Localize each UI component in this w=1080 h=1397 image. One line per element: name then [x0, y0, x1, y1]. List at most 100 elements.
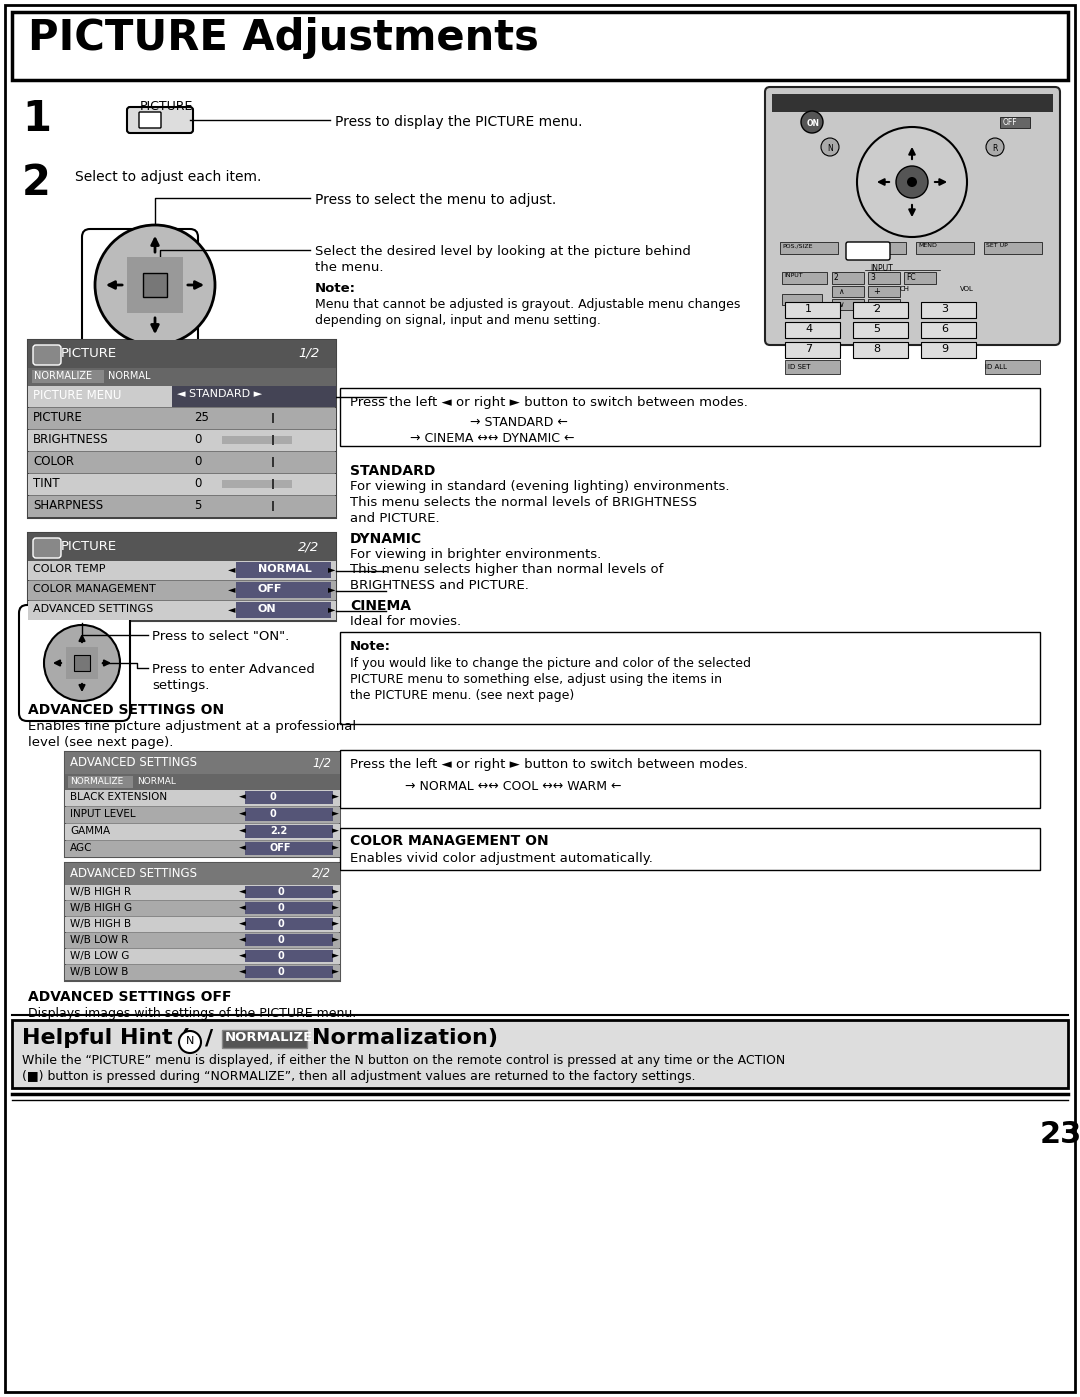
Text: 8: 8: [873, 344, 880, 353]
Text: W/B HIGH R: W/B HIGH R: [70, 887, 131, 897]
Text: 0: 0: [194, 476, 201, 490]
Text: -: -: [873, 300, 877, 310]
Bar: [245, 902, 333, 914]
Text: COLOR TEMP: COLOR TEMP: [33, 564, 106, 574]
Bar: [28, 534, 336, 622]
Bar: [222, 1030, 307, 1048]
Text: ADVANCED SETTINGS: ADVANCED SETTINGS: [33, 604, 153, 615]
Text: COLOR MANAGEMENT: COLOR MANAGEMENT: [33, 584, 156, 594]
Text: W/B HIGH G: W/B HIGH G: [70, 902, 132, 914]
Text: NORMALIZE: NORMALIZE: [225, 1031, 313, 1044]
Bar: [68, 775, 133, 788]
Text: Helpful Hint (: Helpful Hint (: [22, 1028, 191, 1048]
Text: +: +: [873, 286, 880, 296]
Bar: [222, 436, 292, 444]
Text: (■) button is pressed during “NORMALIZE”, then all adjustment values are returne: (■) button is pressed during “NORMALIZE”…: [22, 1070, 696, 1083]
Text: NORMALIZE: NORMALIZE: [70, 777, 123, 787]
Text: ◄: ◄: [239, 935, 246, 944]
Bar: [65, 841, 340, 856]
Text: OFF: OFF: [258, 584, 282, 594]
Text: ON: ON: [258, 604, 276, 615]
FancyBboxPatch shape: [33, 345, 60, 365]
Bar: [65, 965, 340, 981]
Text: 2.2: 2.2: [270, 826, 287, 835]
Text: NORMALIZE: NORMALIZE: [33, 372, 92, 381]
Text: 1/2: 1/2: [312, 756, 330, 768]
Text: Displays images with settings of the PICTURE menu.: Displays images with settings of the PIC…: [28, 1007, 356, 1020]
Bar: [245, 886, 333, 898]
Bar: [853, 321, 908, 338]
Text: FC: FC: [906, 272, 916, 282]
Bar: [65, 863, 340, 886]
Bar: [65, 933, 340, 949]
Text: PICTURE: PICTURE: [140, 101, 193, 113]
Text: W/B LOW B: W/B LOW B: [70, 967, 129, 977]
Bar: [237, 602, 330, 617]
Bar: [245, 791, 333, 805]
Text: ►: ►: [332, 951, 339, 960]
Bar: [222, 414, 292, 422]
Circle shape: [986, 138, 1004, 156]
Bar: [143, 272, 167, 298]
Text: 0: 0: [194, 433, 201, 446]
Bar: [66, 647, 98, 679]
Bar: [785, 302, 840, 319]
Text: ADVANCED SETTINGS OFF: ADVANCED SETTINGS OFF: [28, 990, 231, 1004]
Text: 0: 0: [276, 902, 284, 914]
Bar: [28, 367, 336, 386]
Bar: [245, 826, 333, 838]
Text: ►: ►: [328, 604, 336, 615]
Bar: [28, 581, 336, 599]
Text: → NORMAL ↔↔ COOL ↔↔ WARM ←: → NORMAL ↔↔ COOL ↔↔ WARM ←: [405, 780, 621, 793]
Bar: [28, 339, 336, 518]
Bar: [853, 302, 908, 319]
Bar: [245, 965, 333, 978]
Text: 2: 2: [873, 305, 880, 314]
Bar: [28, 562, 336, 580]
Bar: [65, 752, 340, 774]
FancyBboxPatch shape: [139, 112, 161, 129]
FancyBboxPatch shape: [33, 538, 60, 557]
Text: Note:: Note:: [350, 640, 391, 652]
Bar: [222, 481, 292, 488]
Bar: [75, 655, 90, 671]
Circle shape: [44, 624, 120, 701]
Bar: [245, 918, 333, 930]
Text: ADVANCED SETTINGS: ADVANCED SETTINGS: [70, 868, 197, 880]
Text: 1: 1: [22, 98, 51, 140]
Bar: [340, 828, 1040, 870]
Text: 0: 0: [276, 887, 284, 897]
Text: OFF: OFF: [270, 842, 292, 854]
Text: ►: ►: [332, 792, 339, 800]
Text: 0: 0: [276, 919, 284, 929]
FancyBboxPatch shape: [765, 87, 1059, 345]
Text: MEND: MEND: [918, 243, 936, 249]
Text: level (see next page).: level (see next page).: [28, 736, 174, 749]
Bar: [921, 302, 976, 319]
Text: This menu selects higher than normal levels of: This menu selects higher than normal lev…: [350, 563, 663, 576]
Bar: [785, 342, 840, 358]
Text: 0: 0: [276, 951, 284, 961]
Text: 0: 0: [194, 455, 201, 468]
Bar: [272, 502, 274, 511]
Bar: [12, 1020, 1068, 1088]
Bar: [245, 842, 333, 855]
Text: ◄ STANDARD ►: ◄ STANDARD ►: [177, 388, 262, 400]
Text: ◄: ◄: [239, 967, 246, 977]
Bar: [848, 242, 906, 254]
Text: PICTURE Adjustments: PICTURE Adjustments: [28, 17, 539, 59]
Bar: [12, 13, 1068, 80]
Text: Menu that cannot be adjusted is grayout. Adjustable menu changes: Menu that cannot be adjusted is grayout.…: [315, 298, 741, 312]
Text: ID ALL: ID ALL: [985, 365, 1007, 370]
Text: ►: ►: [332, 967, 339, 977]
Bar: [832, 272, 864, 284]
Text: 2/2: 2/2: [312, 868, 330, 880]
Bar: [832, 299, 864, 310]
Bar: [65, 789, 340, 806]
Bar: [272, 414, 274, 423]
Text: ◄: ◄: [228, 564, 235, 574]
Text: This menu selects the normal levels of BRIGHTNESS: This menu selects the normal levels of B…: [350, 496, 697, 509]
Text: CH: CH: [900, 286, 910, 292]
Text: INPUT LEVEL: INPUT LEVEL: [70, 809, 136, 819]
Circle shape: [95, 225, 215, 345]
